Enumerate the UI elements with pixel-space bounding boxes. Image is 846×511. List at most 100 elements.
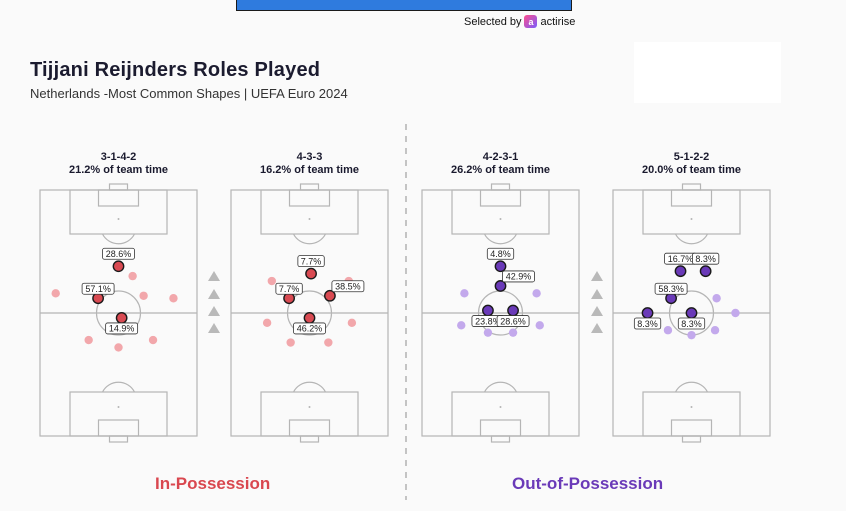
pitch-3-1-4-2: 3-1-4-221.2% of team time 28.6% 57.1% 14.9% xyxy=(39,151,198,443)
share-label-text: 23.8% xyxy=(475,316,501,326)
player-marker xyxy=(51,289,60,298)
penalty-arc-top xyxy=(483,233,518,245)
player-marker-active xyxy=(482,304,494,317)
team-time-label: 21.2% of team time xyxy=(69,164,168,176)
player-marker xyxy=(532,289,541,298)
share-label: 58.3% xyxy=(654,282,688,295)
penalty-box-bottom xyxy=(260,391,359,437)
share-label-box xyxy=(102,247,135,260)
share-label-box xyxy=(105,322,139,335)
player-marker xyxy=(262,318,272,328)
player-marker xyxy=(114,343,123,352)
player-marker-active xyxy=(115,312,128,324)
out-of-possession-label: Out-of-Possession xyxy=(512,474,664,493)
share-label-text: 16.7% xyxy=(668,254,694,264)
share-label-box xyxy=(293,322,326,335)
share-label-box xyxy=(677,317,706,330)
share-label-text: 58.3% xyxy=(658,284,684,294)
goal-top xyxy=(681,183,702,191)
player-marker xyxy=(687,330,696,340)
formation-title: 3-1-4-2 xyxy=(101,151,136,163)
penalty-box-bottom xyxy=(451,391,550,437)
share-label: 28.6% xyxy=(102,247,135,260)
share-label-text: 8.3% xyxy=(695,254,716,264)
share-label-text: 42.9% xyxy=(506,272,532,282)
share-label-box xyxy=(331,280,365,293)
share-label-text: 7.7% xyxy=(279,284,300,294)
six-yard-box-bottom xyxy=(288,419,331,437)
player-marker-active xyxy=(699,265,712,278)
share-label: 42.9% xyxy=(502,270,535,283)
share-label-text: 8.3% xyxy=(681,319,702,329)
player-marker xyxy=(483,328,493,337)
in-possession-label: In-Possession xyxy=(155,474,271,493)
share-label: 8.3% xyxy=(677,317,706,330)
share-label-box xyxy=(496,315,530,327)
player-marker xyxy=(324,338,333,347)
penalty-spot-top xyxy=(308,218,311,220)
share-label: 16.7% xyxy=(664,252,697,265)
player-marker xyxy=(267,276,277,286)
centre-circle xyxy=(95,290,142,336)
player-marker-active xyxy=(305,267,317,280)
share-label-text: 7.7% xyxy=(301,256,322,266)
share-label-box xyxy=(297,255,325,268)
penalty-arc-top xyxy=(292,233,327,245)
share-label-box xyxy=(654,282,688,295)
player-marker xyxy=(169,294,178,303)
penalty-arc-bottom xyxy=(292,381,327,393)
share-label: 23.8% xyxy=(471,315,505,327)
share-label-text: 4.8% xyxy=(490,249,511,259)
player-marker xyxy=(535,321,544,330)
goal-bottom xyxy=(490,435,511,443)
penalty-box-top xyxy=(260,189,359,235)
player-marker-active xyxy=(303,312,316,324)
six-yard-box-bottom xyxy=(479,419,522,437)
share-label-text: 57.1% xyxy=(85,284,111,294)
player-marker-active xyxy=(324,289,336,302)
penalty-spot-top xyxy=(117,218,120,220)
six-yard-box-top xyxy=(670,189,713,207)
goal-bottom xyxy=(299,435,320,443)
share-label-box xyxy=(275,282,303,295)
penalty-box-bottom xyxy=(69,391,168,437)
player-marker xyxy=(457,321,466,330)
goal-top xyxy=(299,183,320,191)
penalty-box-top xyxy=(451,189,550,235)
share-label: 46.2% xyxy=(293,322,326,335)
player-marker xyxy=(710,326,720,335)
six-yard-box-top xyxy=(97,189,140,207)
goal-bottom xyxy=(681,435,702,443)
share-label-text: 14.9% xyxy=(109,324,135,334)
ad-attribution[interactable]: Selected by a actirise xyxy=(464,15,575,28)
arrow-up-icon xyxy=(591,289,603,299)
arrow-up-icon xyxy=(208,306,220,316)
player-marker-active xyxy=(674,265,687,278)
player-marker xyxy=(508,328,518,337)
arrow-up-icon xyxy=(591,306,603,316)
page-title: Tijjani Reijnders Roles Played xyxy=(30,59,321,81)
share-label-text: 28.6% xyxy=(500,316,526,326)
share-label-text: 46.2% xyxy=(297,324,323,334)
arrow-up-icon xyxy=(591,271,603,281)
player-marker xyxy=(731,308,740,318)
penalty-spot-bottom xyxy=(499,406,502,408)
player-marker-active xyxy=(685,307,698,319)
arrow-up-icon xyxy=(208,271,220,281)
share-label-text: 38.5% xyxy=(335,282,361,292)
player-marker xyxy=(84,335,93,345)
share-label: 14.9% xyxy=(105,322,139,335)
arrow-up-icon xyxy=(208,323,220,333)
share-label: 7.7% xyxy=(297,255,325,268)
player-marker xyxy=(712,294,721,303)
player-marker xyxy=(347,318,357,328)
share-label-box xyxy=(692,252,720,265)
player-marker-active xyxy=(112,260,125,273)
actirise-brand: actirise xyxy=(540,15,576,28)
top-banner[interactable] xyxy=(236,0,572,11)
penalty-arc-top xyxy=(674,233,709,245)
share-label-box xyxy=(502,270,535,283)
team-time-label: 26.2% of team time xyxy=(451,164,550,176)
penalty-spot-bottom xyxy=(308,406,311,408)
